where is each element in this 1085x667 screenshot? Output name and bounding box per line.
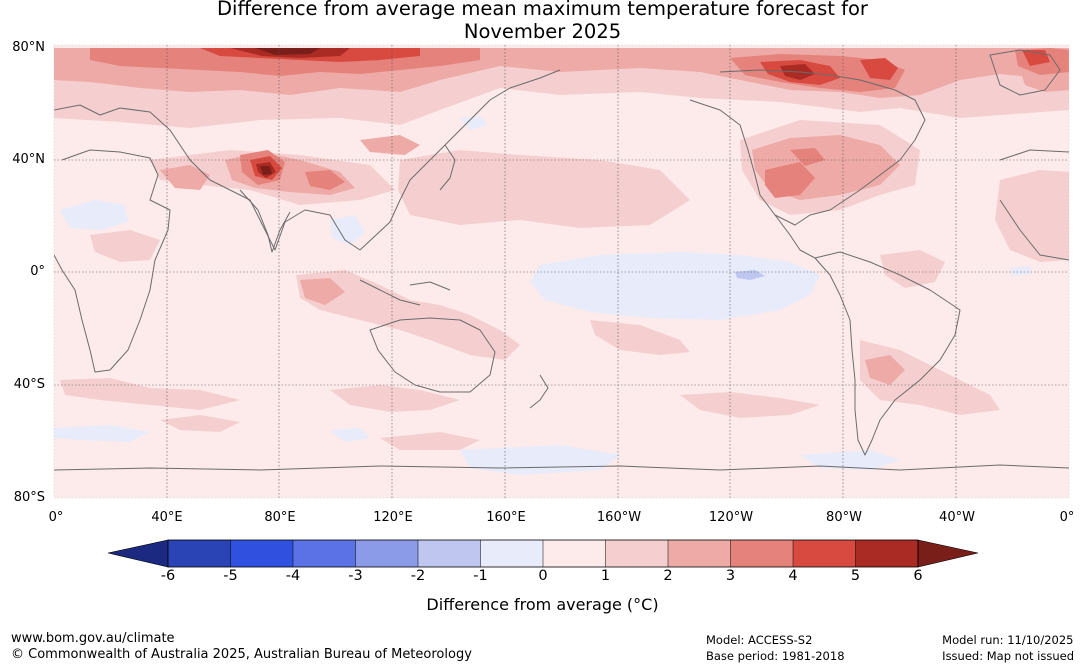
footer-middle: Model: ACCESS-S2 Base period: 1981-2018 [706,632,845,664]
colorbar-segment-neg3-neg2 [355,540,418,567]
lat-label-40s: 40°S [13,377,45,392]
colorbar-segment-neg1-0 [480,540,543,567]
footer-issued: Issued: Map not issued [942,649,1074,663]
colorbar-tick-0: 0 [538,568,548,584]
colorbar-extend-high [917,539,979,568]
colorbar-tick-3: 3 [725,568,736,584]
lon-label-120e: 120°E [373,510,413,525]
colorbar-segment-3-4 [730,540,793,567]
colorbar-extend-low [107,539,169,568]
lat-label-80n: 80°N [12,40,45,55]
colorbar-segment-neg4-neg3 [293,540,356,567]
graticule [54,45,1069,498]
title-line-1: Difference from average mean maximum tem… [217,0,868,20]
lat-label-80s: 80°S [13,490,45,505]
lon-label-160e: 160°E [486,510,526,525]
colorbar-tick-neg1: -1 [473,568,488,584]
footer-base-period: Base period: 1981-2018 [706,649,845,663]
footer-url: www.bom.gov.au/climate [11,631,175,646]
colorbar-segment-neg6-neg5 [168,540,231,567]
footer-model-run: Model run: 11/10/2025 [942,633,1074,647]
lon-label-120w: 120°W [708,510,754,525]
title-line-2: November 2025 [463,20,622,43]
lon-label-80w: 80°W [826,510,862,525]
colorbar-segment-4-5 [793,540,856,567]
map-title: Difference from average mean maximum tem… [0,0,1085,43]
colorbar-segment-5-6 [855,540,918,567]
coastlines [54,49,1069,471]
lon-label-0-right: 0° [1059,510,1075,525]
lon-label-160w: 160°W [596,510,642,525]
colorbar-tick-neg3: -3 [348,568,363,584]
colorbar-segment-1-2 [605,540,668,567]
colorbar-tick-6: 6 [913,568,923,584]
lat-label-40n: 40°N [12,152,45,167]
colorbar-segment-neg2-neg1 [418,540,481,567]
lon-label-80e: 80°E [264,510,296,525]
colorbar-tick-neg2: -2 [410,568,426,584]
colorbar-label: Difference from average (°C) [426,595,659,614]
colorbar-tick-1: 1 [600,568,611,584]
footer-right: Model run: 11/10/2025 Issued: Map not is… [942,632,1074,664]
colorbar-tick-neg5: -5 [223,568,238,584]
colorbar-segment-2-3 [668,540,731,567]
lon-label-0-left: 0° [48,510,64,525]
anomaly-band-above-6 [255,48,320,175]
map-border [53,44,1070,499]
colorbar-tick-5: 5 [850,568,861,584]
colorbar-tick-4: 4 [788,568,798,584]
colorbar-tick-2: 2 [663,568,673,584]
colorbar-tick-neg6: -6 [160,568,176,584]
anomaly-band-neg-2-1 [735,270,765,280]
colorbar-segment-neg5-neg4 [230,540,293,567]
anomaly-band-1-2 [54,48,1069,450]
footer-left: www.bom.gov.au/climate © Commonwealth of… [11,631,472,663]
colorbar-segment-0-1 [543,540,606,567]
lon-label-40e: 40°E [151,510,183,525]
footer-copyright: © Commonwealth of Australia 2025, Austra… [11,647,472,662]
colorbar-tick-neg4: -4 [285,568,301,584]
colorbar-dividers [230,540,856,567]
footer-model: Model: ACCESS-S2 [706,633,813,647]
lat-label-0: 0° [30,264,45,279]
lon-label-40w: 40°W [939,510,975,525]
